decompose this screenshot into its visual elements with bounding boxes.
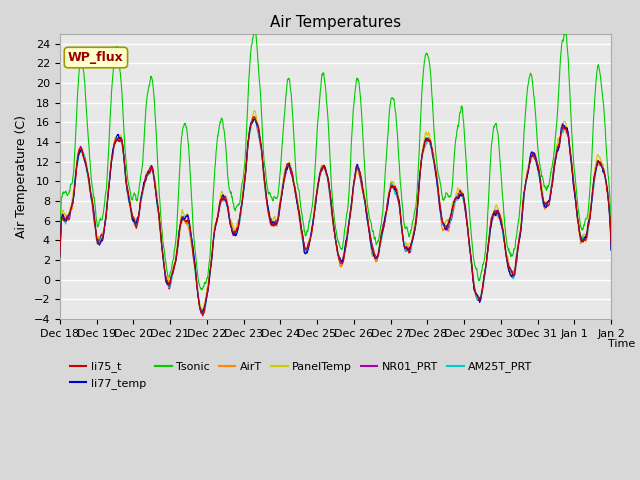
Tsonic — [165, 275, 173, 281]
Line: li75_t: li75_t — [60, 117, 611, 316]
PanelTemp — [494, 205, 502, 211]
Tsonic — [252, 26, 259, 32]
Line: li77_temp: li77_temp — [60, 120, 611, 312]
AirT — [56, 254, 63, 260]
NR01_PRT — [607, 247, 615, 252]
X-axis label: Time: Time — [609, 339, 636, 349]
Y-axis label: Air Temperature (C): Air Temperature (C) — [15, 115, 28, 238]
li75_t — [607, 242, 615, 248]
NR01_PRT — [543, 202, 550, 208]
AM25T_PRT — [422, 141, 429, 147]
Text: WP_flux: WP_flux — [68, 51, 124, 64]
li77_temp — [199, 310, 207, 315]
NR01_PRT — [179, 215, 186, 221]
li75_t — [241, 178, 248, 184]
AM25T_PRT — [241, 181, 248, 187]
NR01_PRT — [198, 311, 205, 317]
li77_temp — [250, 117, 257, 122]
AirT — [250, 113, 258, 119]
Tsonic — [179, 128, 186, 133]
Line: AM25T_PRT: AM25T_PRT — [60, 118, 611, 313]
AM25T_PRT — [543, 202, 550, 208]
li77_temp — [165, 281, 173, 287]
Line: AirT: AirT — [60, 116, 611, 312]
PanelTemp — [422, 130, 429, 136]
NR01_PRT — [241, 181, 248, 187]
NR01_PRT — [165, 286, 173, 292]
NR01_PRT — [250, 115, 258, 121]
AM25T_PRT — [200, 311, 207, 316]
NR01_PRT — [494, 207, 502, 213]
li75_t — [250, 114, 258, 120]
li75_t — [165, 282, 173, 288]
AM25T_PRT — [494, 211, 502, 217]
li77_temp — [179, 216, 186, 221]
Tsonic — [422, 52, 429, 58]
AM25T_PRT — [165, 285, 173, 290]
NR01_PRT — [56, 255, 63, 261]
li77_temp — [422, 136, 429, 142]
Tsonic — [607, 230, 615, 236]
AM25T_PRT — [56, 256, 63, 262]
AirT — [241, 179, 248, 185]
PanelTemp — [250, 108, 257, 114]
AirT — [422, 143, 429, 149]
AM25T_PRT — [250, 115, 258, 120]
li77_temp — [494, 209, 502, 215]
Line: NR01_PRT: NR01_PRT — [60, 118, 611, 314]
AirT — [198, 309, 205, 314]
li75_t — [56, 254, 63, 260]
li75_t — [199, 313, 207, 319]
Tsonic — [197, 287, 205, 292]
AirT — [607, 242, 615, 248]
li75_t — [179, 214, 186, 220]
Title: Air Temperatures: Air Temperatures — [270, 15, 401, 30]
PanelTemp — [543, 200, 550, 206]
Line: PanelTemp: PanelTemp — [60, 111, 611, 311]
li77_temp — [241, 180, 248, 186]
li77_temp — [56, 253, 63, 259]
li75_t — [422, 138, 429, 144]
Line: Tsonic: Tsonic — [60, 29, 611, 289]
AM25T_PRT — [179, 213, 186, 219]
PanelTemp — [198, 308, 205, 314]
PanelTemp — [165, 278, 173, 284]
li75_t — [543, 200, 550, 205]
AirT — [165, 285, 173, 291]
AirT — [179, 219, 186, 225]
Tsonic — [241, 164, 248, 170]
AM25T_PRT — [607, 247, 615, 253]
PanelTemp — [607, 244, 615, 250]
NR01_PRT — [422, 137, 429, 143]
Tsonic — [543, 188, 550, 193]
Legend: li75_t, li77_temp, Tsonic, AirT, PanelTemp, NR01_PRT, AM25T_PRT: li75_t, li77_temp, Tsonic, AirT, PanelTe… — [65, 357, 537, 393]
AirT — [543, 204, 550, 210]
li77_temp — [607, 247, 615, 253]
Tsonic — [494, 130, 502, 135]
AirT — [494, 213, 502, 219]
Tsonic — [56, 240, 63, 245]
li77_temp — [543, 204, 550, 209]
PanelTemp — [56, 254, 63, 260]
li75_t — [494, 209, 502, 215]
PanelTemp — [241, 172, 248, 178]
PanelTemp — [179, 206, 186, 212]
